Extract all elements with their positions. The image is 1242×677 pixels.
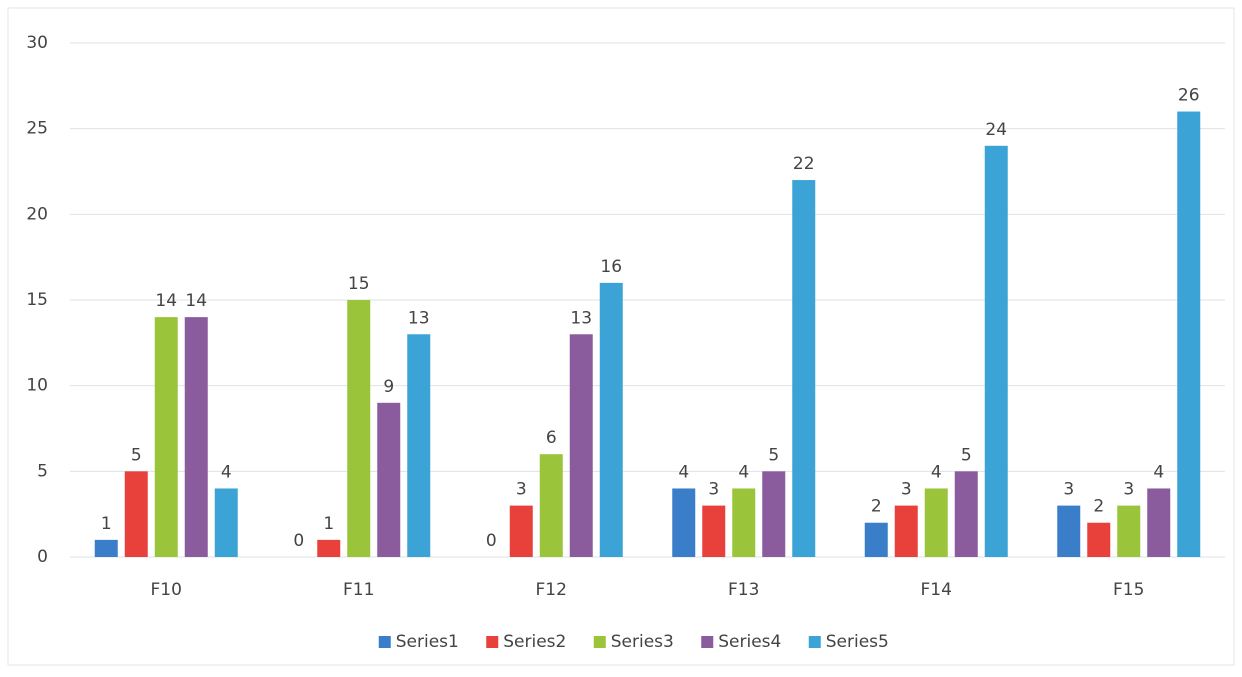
data-label: 2 <box>871 497 882 517</box>
legend-swatch <box>378 636 391 648</box>
bar <box>894 505 918 557</box>
data-label: 13 <box>408 308 430 328</box>
bar <box>539 454 563 557</box>
legend-swatch <box>593 636 606 648</box>
x-tick-label: F13 <box>728 580 759 600</box>
data-label: 9 <box>383 377 394 397</box>
data-label: 0 <box>486 531 497 551</box>
data-label: 1 <box>323 514 334 534</box>
data-label: 2 <box>1093 497 1104 517</box>
bar <box>94 539 118 557</box>
data-label: 22 <box>793 154 815 174</box>
data-label: 5 <box>768 445 779 465</box>
data-label: 4 <box>738 462 749 482</box>
bar <box>124 471 148 557</box>
data-label: 6 <box>546 428 557 448</box>
bar <box>1057 505 1081 557</box>
bar <box>702 505 726 557</box>
data-label: 5 <box>961 445 972 465</box>
data-label: 4 <box>1153 462 1164 482</box>
data-label: 0 <box>293 531 304 551</box>
data-label: 15 <box>348 274 370 294</box>
x-tick-label: F14 <box>921 580 952 600</box>
legend-label: Series5 <box>826 632 889 652</box>
bar <box>377 402 401 557</box>
data-label: 4 <box>221 462 232 482</box>
bar <box>509 505 533 557</box>
data-label: 1 <box>101 514 112 534</box>
bar <box>864 522 888 557</box>
bar <box>672 488 696 557</box>
bar <box>407 334 431 557</box>
x-tick-label: F11 <box>343 580 374 600</box>
x-tick-label: F15 <box>1113 580 1144 600</box>
y-tick-label: 15 <box>26 290 48 310</box>
legend-swatch <box>486 636 499 648</box>
x-tick-label: F12 <box>536 580 567 600</box>
data-label: 16 <box>600 257 622 277</box>
y-tick-label: 5 <box>37 461 48 481</box>
bar <box>599 282 623 557</box>
legend-label: Series4 <box>718 632 781 652</box>
bar <box>569 334 593 557</box>
legend-swatch <box>808 636 821 648</box>
legend-label: Series2 <box>503 632 566 652</box>
data-label: 14 <box>155 291 177 311</box>
legend-label: Series3 <box>611 632 674 652</box>
y-tick-label: 25 <box>26 119 48 139</box>
legend-label: Series1 <box>396 632 459 652</box>
legend-swatch <box>701 636 714 648</box>
data-label: 26 <box>1178 86 1200 106</box>
data-label: 3 <box>708 480 719 500</box>
bar <box>214 488 238 557</box>
data-label: 24 <box>985 120 1007 140</box>
bar <box>924 488 948 557</box>
data-label: 4 <box>931 462 942 482</box>
bar <box>1117 505 1141 557</box>
bar <box>792 180 816 558</box>
bar <box>1087 522 1111 557</box>
y-tick-label: 10 <box>26 376 48 396</box>
bar <box>347 300 371 557</box>
bar <box>1177 111 1201 558</box>
bar <box>154 317 178 557</box>
data-label: 3 <box>1063 480 1074 500</box>
bar <box>1147 488 1171 557</box>
bar <box>954 471 978 557</box>
bar <box>984 145 1008 558</box>
y-tick-label: 20 <box>26 204 48 224</box>
data-label: 14 <box>185 291 207 311</box>
y-tick-label: 30 <box>26 33 48 53</box>
x-tick-label: F10 <box>151 580 182 600</box>
data-label: 4 <box>678 462 689 482</box>
y-tick-label: 0 <box>37 547 48 567</box>
bar <box>732 488 756 557</box>
data-label: 3 <box>901 480 912 500</box>
data-label: 13 <box>570 308 592 328</box>
data-label: 3 <box>516 480 527 500</box>
bar <box>317 539 341 557</box>
bar <box>184 317 208 557</box>
data-label: 5 <box>131 445 142 465</box>
data-label: 3 <box>1123 480 1134 500</box>
bar <box>762 471 786 557</box>
